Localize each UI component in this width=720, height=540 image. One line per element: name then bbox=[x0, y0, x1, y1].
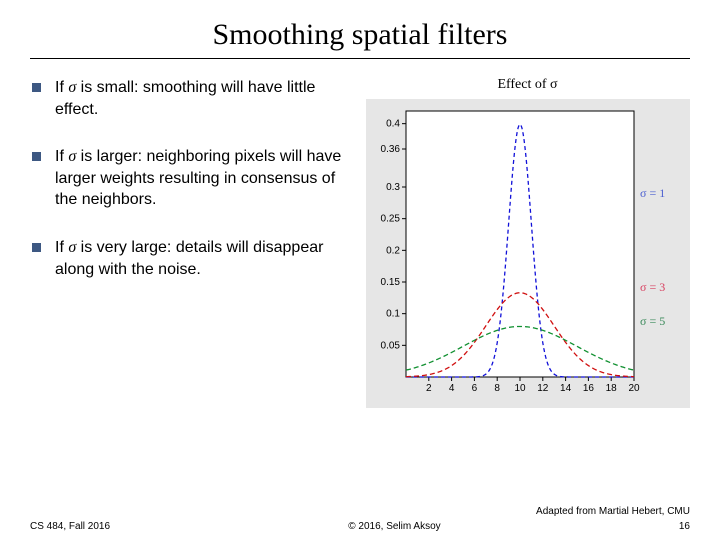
bullet-marker-icon bbox=[32, 152, 41, 161]
bullet-text: If σ is small: smoothing will have littl… bbox=[55, 77, 351, 120]
svg-text:4: 4 bbox=[448, 383, 454, 394]
svg-text:14: 14 bbox=[560, 383, 572, 394]
gaussian-chart: 0.05 0.1 0.15 0.2 0.25 0.3 0.36 0.4 2 4 6 8 10 12 14 16… bbox=[368, 101, 688, 401]
bullet-marker-icon bbox=[32, 243, 41, 252]
chart-wrap: 0.05 0.1 0.15 0.2 0.25 0.3 0.36 0.4 2 4 6 8 10 12 14 16… bbox=[366, 99, 690, 408]
list-item: If σ is small: smoothing will have littl… bbox=[30, 77, 351, 120]
svg-text:12: 12 bbox=[537, 383, 549, 394]
svg-text:0.3: 0.3 bbox=[386, 182, 400, 193]
svg-text:0.1: 0.1 bbox=[386, 309, 400, 320]
attribution: Adapted from Martial Hebert, CMU bbox=[30, 506, 690, 517]
svg-text:18: 18 bbox=[605, 383, 617, 394]
svg-text:8: 8 bbox=[494, 383, 500, 394]
slide-title: Smoothing spatial filters bbox=[30, 18, 690, 52]
svg-text:σ = 5: σ = 5 bbox=[640, 314, 665, 328]
content-row: If σ is small: smoothing will have littl… bbox=[30, 73, 690, 504]
bullet-marker-icon bbox=[32, 83, 41, 92]
svg-text:6: 6 bbox=[471, 383, 477, 394]
svg-text:0.15: 0.15 bbox=[380, 277, 400, 288]
svg-text:10: 10 bbox=[514, 383, 526, 394]
svg-text:20: 20 bbox=[628, 383, 640, 394]
svg-text:0.36: 0.36 bbox=[380, 144, 400, 155]
svg-text:σ = 1: σ = 1 bbox=[640, 186, 665, 200]
footer-center: © 2016, Selim Aksoy bbox=[348, 521, 440, 532]
svg-text:2: 2 bbox=[426, 383, 432, 394]
title-rule bbox=[30, 58, 690, 59]
figure-panel: Effect of σ 0.05 0.1 0.15 0.2 0.25 0.3 0.36 0.4… bbox=[365, 73, 690, 504]
svg-text:0.2: 0.2 bbox=[386, 245, 400, 256]
bullet-text: If σ is larger: neighboring pixels will … bbox=[55, 146, 351, 211]
list-item: If σ is larger: neighboring pixels will … bbox=[30, 146, 351, 211]
bullet-list: If σ is small: smoothing will have littl… bbox=[30, 73, 355, 504]
footer: CS 484, Fall 2016 © 2016, Selim Aksoy 16 bbox=[30, 517, 690, 532]
list-item: If σ is very large: details will disappe… bbox=[30, 237, 351, 280]
svg-text:0.25: 0.25 bbox=[380, 214, 400, 225]
footer-left: CS 484, Fall 2016 bbox=[30, 521, 110, 532]
svg-text:0.05: 0.05 bbox=[380, 340, 400, 351]
footer-right: 16 bbox=[679, 521, 690, 532]
svg-text:16: 16 bbox=[582, 383, 594, 394]
svg-text:0.4: 0.4 bbox=[386, 119, 400, 130]
svg-text:σ = 3: σ = 3 bbox=[640, 280, 665, 294]
figure-title: Effect of σ bbox=[497, 77, 557, 93]
bullet-text: If σ is very large: details will disappe… bbox=[55, 237, 351, 280]
